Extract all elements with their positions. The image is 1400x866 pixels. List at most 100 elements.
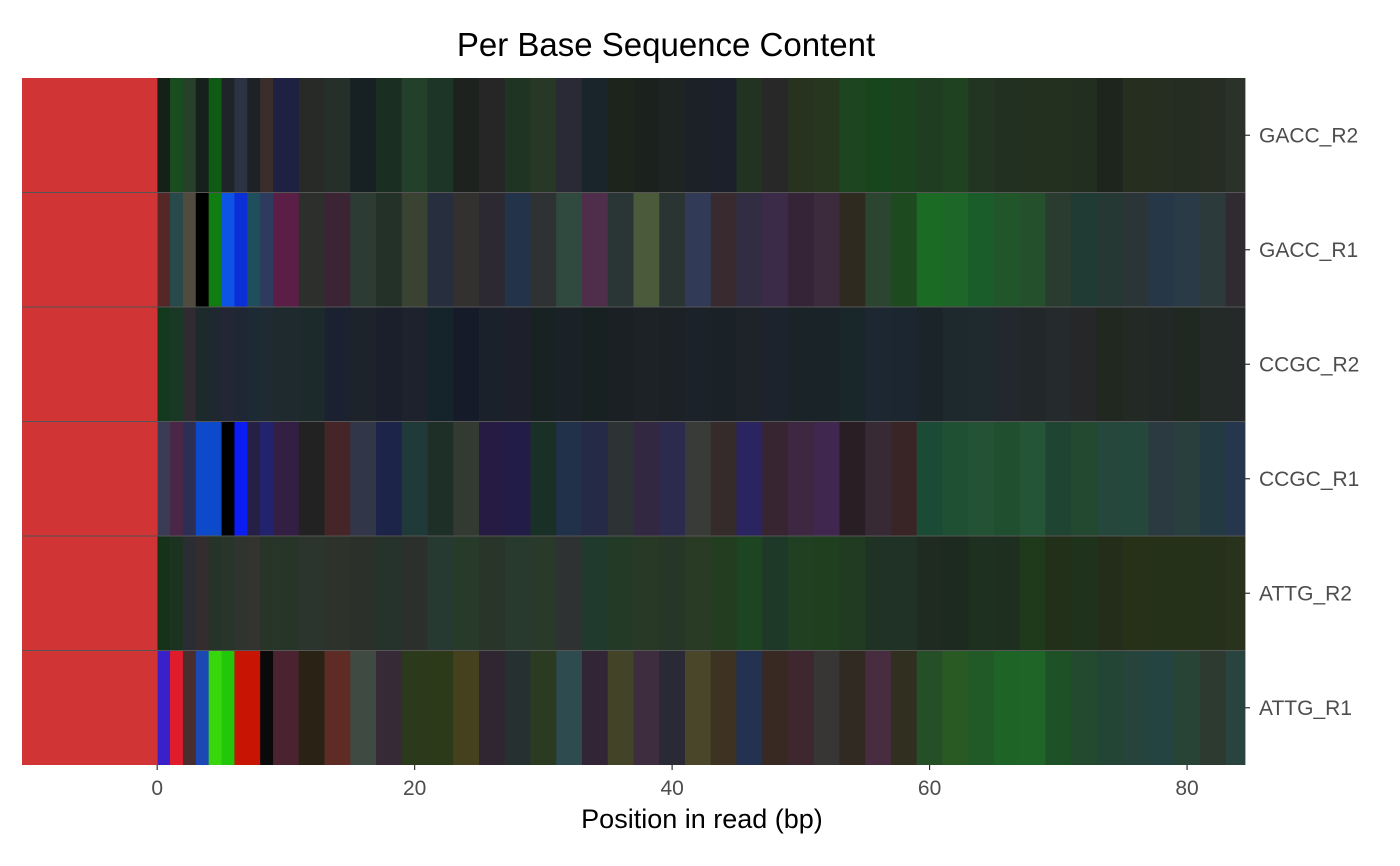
heatmap-cell <box>182 192 197 307</box>
heatmap-cell <box>221 421 235 536</box>
heatmap-cell <box>684 192 712 307</box>
heatmap-cell <box>1199 192 1227 307</box>
heatmap-cell <box>182 421 197 536</box>
heatmap-cell <box>221 78 235 193</box>
heatmap-cell <box>530 421 557 536</box>
heatmap-cell <box>607 650 634 765</box>
heatmap-cell <box>1045 536 1072 651</box>
heatmap-cell <box>350 650 377 765</box>
heatmap-cell <box>273 307 300 422</box>
chart-title: Per Base Sequence Content <box>457 26 875 63</box>
heatmap-cell <box>1045 650 1072 765</box>
x-tick-label: 80 <box>1175 777 1198 800</box>
heatmap-cell <box>710 650 737 765</box>
heatmap-cell <box>736 536 763 651</box>
heatmap-cell <box>195 307 210 422</box>
heatmap-cell <box>157 307 171 422</box>
heatmap-cell <box>633 78 660 193</box>
x-axis-title: Position in read (bp) <box>581 804 823 834</box>
heatmap-cell <box>427 307 454 422</box>
heatmap-cell <box>504 650 531 765</box>
heatmap-cell <box>942 78 969 193</box>
heatmap-cell <box>1199 78 1227 193</box>
heatmap-cell <box>401 307 428 422</box>
heatmap-cell <box>401 536 428 651</box>
heatmap-cell <box>298 421 325 536</box>
heatmap-cell <box>1174 78 1201 193</box>
heatmap-cell <box>157 78 171 193</box>
heatmap-cell <box>479 78 506 193</box>
heatmap-cell <box>1096 650 1124 765</box>
heatmap-cell <box>170 421 184 536</box>
heatmap-cell <box>208 192 222 307</box>
heatmap-row-ccgc-r2 <box>22 306 1246 422</box>
heatmap-cell <box>208 536 222 651</box>
heatmap-cell <box>916 650 943 765</box>
heatmap-cell <box>582 192 609 307</box>
heatmap-cell <box>208 650 222 765</box>
heatmap-cell <box>453 192 480 307</box>
heatmap-cell <box>762 421 789 536</box>
heatmap-cell <box>916 536 943 651</box>
heatmap-cell <box>556 78 583 193</box>
heatmap-cell <box>530 78 557 193</box>
y-tick-label: ATTG_R2 <box>1259 582 1352 605</box>
heatmap-cell <box>582 307 609 422</box>
heatmap-cell <box>556 421 583 536</box>
heatmap-cell <box>1148 421 1175 536</box>
heatmap-cell <box>221 192 235 307</box>
heatmap-cell <box>916 78 943 193</box>
y-tick-label: GACC_R1 <box>1259 239 1358 262</box>
heatmap-cell <box>376 650 403 765</box>
heatmap-cell <box>234 307 248 422</box>
heatmap-cell <box>607 192 634 307</box>
heatmap-cell <box>1045 307 1072 422</box>
heatmap-cell <box>659 78 686 193</box>
heatmap-cell <box>839 650 866 765</box>
heatmap-cell <box>582 78 609 193</box>
heatmap-cell <box>607 78 634 193</box>
heatmap-cell <box>762 192 789 307</box>
heatmap-cell <box>993 536 1021 651</box>
heatmap-cell <box>182 307 197 422</box>
heatmap-cell <box>504 421 531 536</box>
heatmap-cell <box>324 421 351 536</box>
heatmap-cell <box>839 192 866 307</box>
heatmap-cell <box>916 307 943 422</box>
heatmap-cell <box>813 192 840 307</box>
heatmap-cell <box>633 421 660 536</box>
heatmap-cell <box>762 536 789 651</box>
heatmap-cell <box>401 650 428 765</box>
heatmap-row-attg-r1 <box>22 650 1246 765</box>
heatmap-cell <box>157 421 171 536</box>
heatmap-cell <box>170 78 184 193</box>
heatmap-cell <box>942 192 969 307</box>
heatmap-cell <box>234 536 248 651</box>
heatmap-cell <box>684 536 712 651</box>
heatmap-cell <box>968 307 995 422</box>
heatmap-cell <box>350 307 377 422</box>
heatmap-cell <box>376 192 403 307</box>
heatmap-cell <box>1045 421 1072 536</box>
heatmap-cell <box>1019 421 1046 536</box>
heatmap-cell <box>582 650 609 765</box>
heatmap-cell <box>376 307 403 422</box>
heatmap-cell <box>968 536 995 651</box>
heatmap-cell <box>890 421 918 536</box>
heatmap-cell <box>260 307 274 422</box>
heatmap-cell <box>839 307 866 422</box>
heatmap-row-gacc-r2 <box>22 78 1246 193</box>
heatmap-cell <box>247 307 261 422</box>
heatmap-cell <box>582 536 609 651</box>
y-tick-label: CCGC_R2 <box>1259 353 1359 376</box>
heatmap-cell <box>710 192 737 307</box>
y-tick-label: CCGC_R1 <box>1259 468 1359 491</box>
heatmap-cell <box>1122 421 1149 536</box>
heatmap-cell <box>1019 192 1046 307</box>
heatmap-cell <box>556 192 583 307</box>
heatmap-cell <box>195 192 210 307</box>
row-status-block <box>22 536 158 651</box>
heatmap-cell <box>1096 536 1124 651</box>
heatmap-cell <box>787 536 815 651</box>
